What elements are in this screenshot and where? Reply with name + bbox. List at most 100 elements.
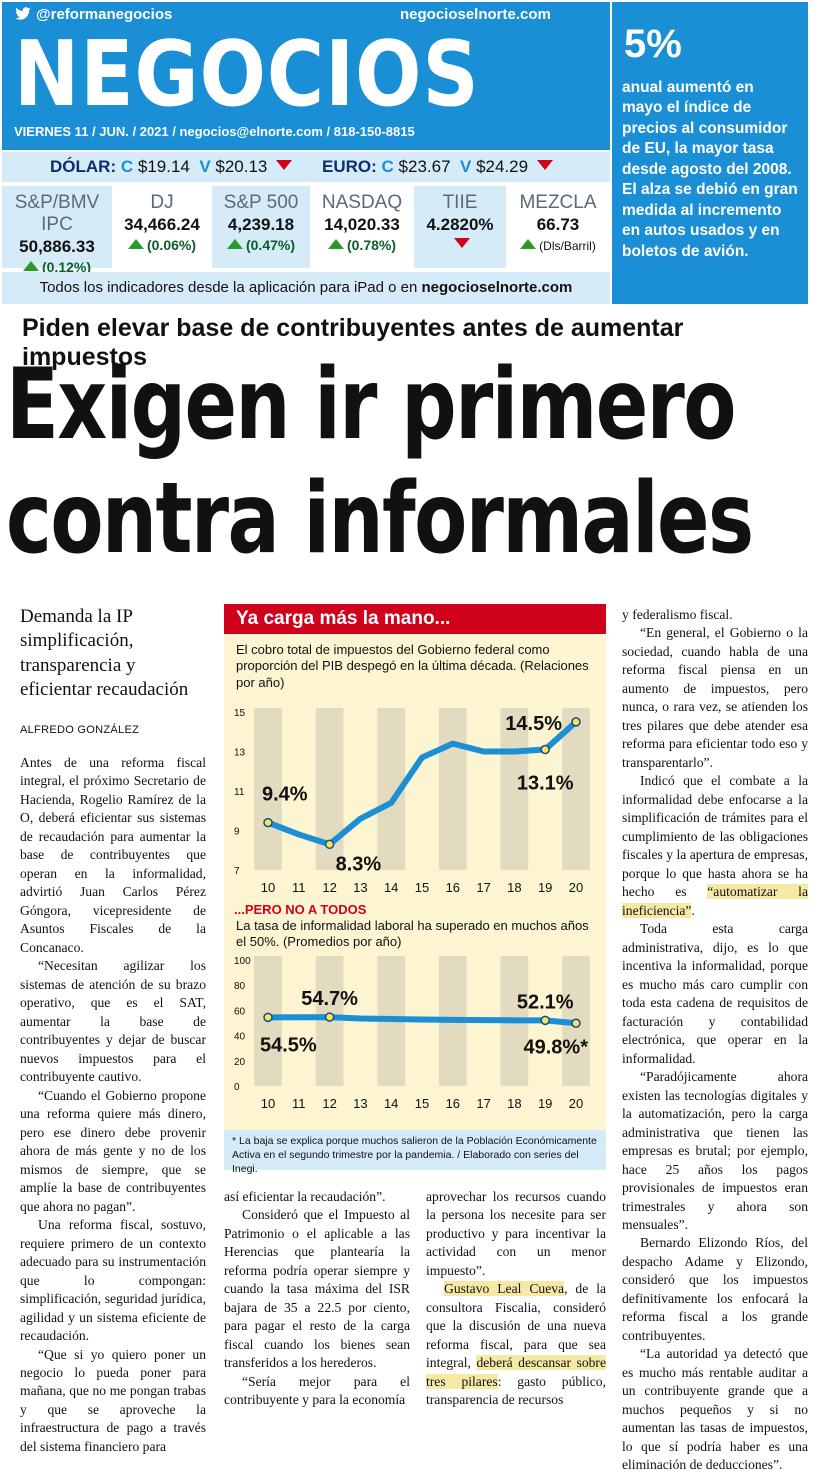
infographic: [224, 604, 606, 1170]
index-mezcla: MEZCLA 66.73 (Dls/Barril): [506, 186, 610, 268]
index-sp500: S&P 500 4,239.18 (0.47%): [212, 186, 310, 268]
data-label: 52.1%: [517, 991, 574, 1013]
y-tick-label: 100: [234, 956, 251, 967]
site-url[interactable]: negocioselnorte.com: [400, 6, 551, 23]
up-arrow-icon: [520, 239, 537, 249]
paragraph: aprovechar los recursos cuando la person…: [426, 1189, 606, 1278]
all-indicators-text: Todos los indicadores desde la aplicació…: [39, 279, 422, 296]
chart2-kicker: ...PERO NO A TODOS: [234, 902, 367, 917]
paragraph: Indicó que el combate a la informalidad …: [622, 772, 808, 920]
article-column-1: Antes de una reforma fiscal integral, el…: [20, 754, 206, 1456]
data-point: [540, 1015, 550, 1026]
index-value: 66.73: [536, 215, 580, 234]
index-name: DJ: [150, 192, 174, 213]
twitter-handle[interactable]: @reformanegocios: [14, 6, 172, 23]
brand-logo: NEGOCIOS: [14, 23, 480, 127]
index-change: (0.47%): [245, 237, 296, 253]
x-tick-label: 15: [415, 1096, 429, 1111]
euro-buy-letter: C: [381, 157, 394, 176]
currency-bar: DÓLAR: C $19.14 V $20.13 EURO: C $23.67 …: [2, 152, 610, 182]
data-label: 9.4%: [262, 784, 308, 806]
y-tick-label: 13: [234, 748, 246, 759]
index-name: S&P 500: [223, 192, 299, 213]
index-value: 14,020.33: [324, 215, 400, 234]
index-change: (0.78%): [346, 237, 397, 253]
x-tick-label: 18: [507, 1096, 521, 1111]
paragraph: Toda esta carga administrativa, dijo, es…: [622, 921, 808, 1066]
index-change: (Dls/Barril): [539, 239, 596, 253]
chart2-description: La tasa de informalidad laboral ha super…: [236, 918, 589, 950]
deck: Demanda la IP simplificación, transparen…: [20, 606, 189, 700]
x-tick-label: 17: [476, 1096, 490, 1111]
x-tick-label: 16: [446, 880, 460, 895]
x-tick-label: 17: [476, 880, 490, 895]
x-tick-label: 20: [569, 880, 583, 895]
data-point: [263, 1012, 273, 1023]
dolar-sell-letter: V: [199, 157, 211, 176]
x-tick-label: 16: [446, 1096, 460, 1111]
index-nasdaq: NASDAQ 14,020.33 (0.78%): [310, 186, 414, 268]
x-tick-label: 15: [415, 880, 429, 895]
paragraph: “Cuando el Gobierno propone una reforma …: [20, 1087, 206, 1214]
paragraph: Consideró que el Impuesto al Patrimonio …: [224, 1207, 410, 1371]
paragraph: “Sería mejor para el contribuyente y par…: [224, 1373, 410, 1408]
x-tick-label: 12: [322, 880, 336, 895]
dateline: VIERNES 11 / JUN. / 2021 / negocios@elno…: [14, 124, 415, 139]
data-point: [324, 839, 335, 850]
index-name: NASDAQ: [321, 192, 403, 213]
index-name: TIIE: [442, 192, 478, 213]
column-band: [438, 708, 467, 870]
x-tick-label: 13: [353, 880, 367, 895]
index-value: 4,239.18: [227, 215, 295, 234]
y-tick-label: 60: [234, 1006, 246, 1017]
chart2-svg: 0 20 40 60 80 100 10 11 12 13 14 15 16 17 18 19 20 54.5% 5…: [234, 956, 590, 1111]
chart1-svg: 7 9 11 13 15 10 11 12 13 14 15 16 17 18 19 20 9.4% 8.3% 13…: [234, 708, 590, 895]
data-label: 13.1%: [517, 773, 574, 795]
index-value: 4.2820%: [426, 215, 494, 234]
y-tick-label: 15: [234, 708, 246, 719]
paragraph: Una reforma fiscal, sostuvo, requiere pr…: [20, 1217, 206, 1344]
y-tick-label: 40: [234, 1032, 246, 1043]
x-tick-label: 14: [384, 880, 398, 895]
dolar-buy-value: $19.14: [137, 157, 190, 176]
up-arrow-icon: [22, 261, 39, 271]
x-tick-label: 11: [292, 880, 306, 895]
data-label: 49.8%*: [524, 1036, 589, 1058]
euro-label: EURO:: [322, 157, 377, 176]
headline-line-2: contra informales: [6, 462, 754, 576]
data-point: [324, 1012, 335, 1022]
index-change: (0.12%): [41, 259, 92, 275]
byline: ALFREDO GONZÁLEZ: [20, 724, 140, 736]
all-indicators-link[interactable]: negocioselnorte.com: [421, 279, 573, 296]
x-tick-label: 14: [384, 1096, 398, 1111]
column-band: [562, 708, 590, 870]
data-label: 54.5%: [260, 1034, 317, 1056]
headline-kicker: Piden elevar base de contribuyentes ante…: [22, 314, 684, 371]
index-ipc: S&P/BMV IPC 50,886.33 (0.12%): [2, 186, 112, 275]
index-name: MEZCLA: [519, 192, 597, 213]
dolar-sell-value: $20.13: [215, 157, 268, 176]
data-label: 54.7%: [301, 988, 358, 1010]
paragraph: “Necesitan agilizar los sistemas de aten…: [20, 958, 206, 1085]
chart-footnote: * La baja se explica porque muchos salie…: [232, 1135, 597, 1176]
euro-buy-value: $23.67: [398, 157, 451, 176]
text-run: Indicó que el combate a la informalidad …: [622, 773, 808, 900]
y-tick-label: 20: [234, 1057, 246, 1068]
up-arrow-icon: [127, 239, 144, 249]
data-point: [571, 717, 581, 727]
chart-footnote-box: [224, 1130, 606, 1170]
index-value: 50,886.33: [19, 237, 95, 256]
y-tick-label: 0: [234, 1082, 240, 1093]
index-name: S&P/BMV IPC: [14, 192, 100, 235]
y-tick-label: 9: [234, 827, 240, 838]
paragraph: “La autoridad ya detectó que es mucho má…: [622, 1346, 808, 1473]
twitter-bird-icon: [15, 7, 31, 20]
x-tick-label: 19: [538, 880, 552, 895]
y-tick-label: 11: [234, 787, 245, 798]
dolar-down-icon: [276, 160, 293, 170]
euro-down-icon: [536, 160, 553, 170]
column-band: [500, 708, 529, 870]
paragraph: “En general, el Gobierno o la sociedad, …: [622, 625, 808, 770]
up-arrow-icon: [226, 239, 243, 249]
masthead: [2, 2, 610, 150]
